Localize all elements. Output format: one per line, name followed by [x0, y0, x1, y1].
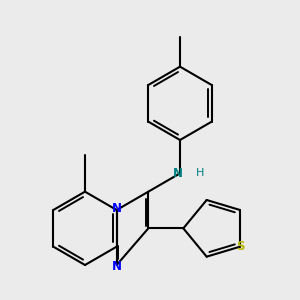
- Text: S: S: [236, 240, 244, 253]
- Text: H: H: [196, 168, 204, 178]
- Text: N: N: [173, 167, 183, 180]
- Text: N: N: [112, 202, 122, 215]
- Text: N: N: [112, 260, 122, 273]
